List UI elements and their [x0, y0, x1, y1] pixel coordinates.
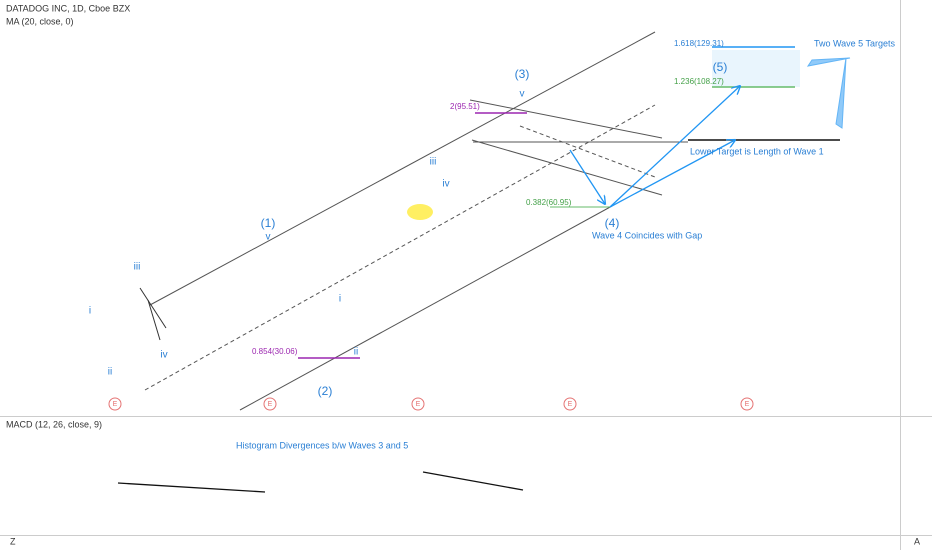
- wave-label: (5): [713, 60, 728, 74]
- wave-label: i: [89, 306, 91, 317]
- note: Two Wave 5 Targets: [814, 38, 896, 48]
- wave-label: v: [266, 232, 271, 243]
- earnings-label: E: [745, 401, 750, 408]
- fib-label: 1.236(108.27): [674, 77, 724, 86]
- indicator-title: MA (20, close, 0): [6, 16, 74, 26]
- earnings-label: E: [113, 401, 118, 408]
- chart-title: DATADOG INC, 1D, Cboe BZX: [6, 3, 130, 13]
- flag-middle: [519, 125, 656, 178]
- wave-label: (2): [318, 384, 333, 398]
- channel-lower: [239, 205, 613, 411]
- flag-upper: [469, 99, 663, 139]
- toolbar-button[interactable]: Z: [10, 536, 16, 546]
- wave-label: (4): [605, 216, 620, 230]
- channel-middle: [144, 104, 656, 391]
- earnings-marker[interactable]: [740, 397, 754, 411]
- wave-label: iii: [430, 157, 437, 168]
- fib-label: 0.382(60.95): [526, 198, 572, 207]
- flag-lower: [471, 139, 663, 196]
- wave-label: i: [339, 294, 341, 305]
- wave-label: (3): [515, 67, 530, 81]
- wave-label: (1): [261, 216, 276, 230]
- wave-label: iii: [134, 262, 141, 273]
- arrow: [609, 86, 740, 208]
- wave-label: ii: [354, 347, 358, 358]
- wave-label: iv: [442, 179, 449, 190]
- earnings-label: E: [416, 401, 421, 408]
- gap-highlight: [407, 204, 433, 220]
- earnings-marker[interactable]: [411, 397, 425, 411]
- divergence-line: [117, 482, 266, 493]
- note: Wave 4 Coincides with Gap: [592, 230, 702, 240]
- earnings-markers: E E E E E: [108, 397, 754, 411]
- target-box: [712, 50, 800, 87]
- earnings-marker[interactable]: [108, 397, 122, 411]
- wave-label: v: [520, 89, 525, 100]
- earnings-label: E: [568, 401, 573, 408]
- channel-upper: [149, 31, 656, 306]
- earnings-marker[interactable]: [263, 397, 277, 411]
- note: Histogram Divergences b/w Waves 3 and 5: [236, 440, 408, 450]
- annotations: DATADOG INC, 1D, Cboe BZX MA (20, close,…: [6, 3, 920, 546]
- arrow: [609, 140, 735, 208]
- fib-label: 2(95.51): [450, 102, 480, 111]
- callout-arrow: [806, 57, 851, 67]
- fib-label: 1.618(129.31): [674, 39, 724, 48]
- divergence-line: [422, 471, 524, 491]
- wedge-line: [147, 299, 161, 341]
- callout-arrow: [835, 57, 847, 129]
- fib-label: 0.854(30.06): [252, 347, 298, 356]
- indicator-title: MACD (12, 26, close, 9): [6, 419, 102, 429]
- arrow: [569, 149, 605, 204]
- earnings-label: E: [268, 401, 273, 408]
- toolbar-button[interactable]: A: [914, 536, 920, 546]
- wedge-line: [139, 287, 167, 329]
- wave-label: iv: [160, 350, 167, 361]
- note: Lower Target is Length of Wave 1: [690, 146, 824, 156]
- earnings-marker[interactable]: [563, 397, 577, 411]
- wave-label: ii: [108, 367, 112, 378]
